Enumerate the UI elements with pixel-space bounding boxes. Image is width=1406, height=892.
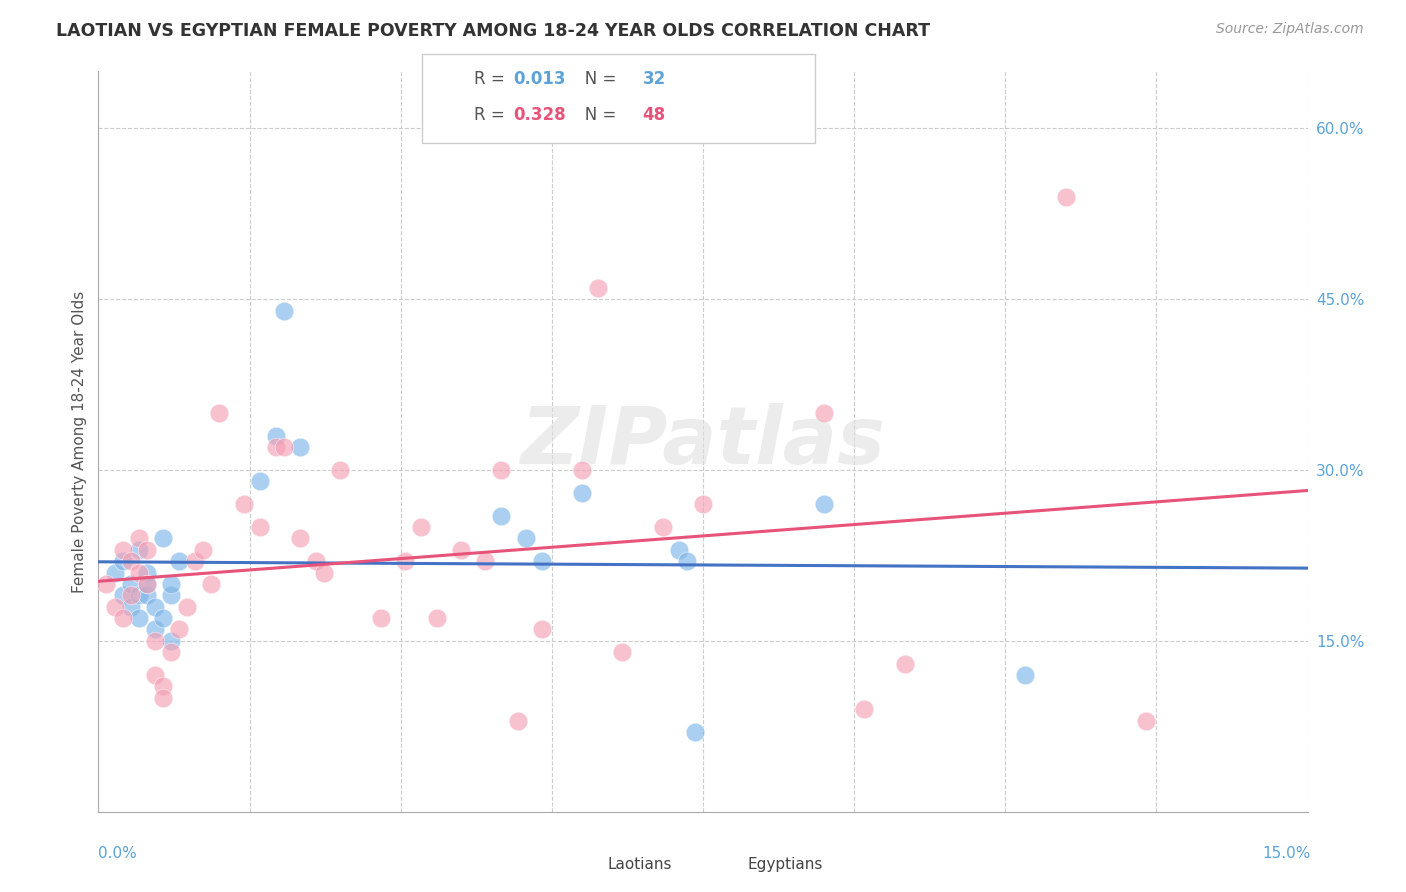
Point [409, 520, 432, 534]
Text: R =: R = [474, 70, 510, 88]
Point [152, 611, 174, 625]
Point [273, 303, 295, 318]
Point [152, 680, 174, 694]
Point [111, 542, 134, 557]
Text: 0.0%: 0.0% [98, 846, 138, 861]
Point [128, 566, 150, 580]
Point [273, 440, 295, 454]
Point [893, 657, 915, 671]
Point [586, 281, 609, 295]
Point [474, 554, 496, 568]
Point [135, 542, 157, 557]
Text: 48: 48 [643, 106, 665, 124]
Text: N =: N = [569, 70, 621, 88]
Point [264, 429, 287, 443]
Point [506, 714, 529, 728]
Point [160, 645, 183, 659]
Point [200, 577, 222, 591]
Point [135, 577, 157, 591]
Point [232, 497, 254, 511]
Point [103, 566, 125, 580]
Point [676, 554, 699, 568]
Point [450, 542, 472, 557]
Point [143, 633, 166, 648]
Point [120, 599, 142, 614]
Text: ZIPatlas: ZIPatlas [520, 402, 886, 481]
Point [143, 599, 166, 614]
Text: 32: 32 [643, 70, 666, 88]
Point [152, 532, 174, 546]
Point [111, 554, 134, 568]
Point [370, 611, 392, 625]
Point [651, 520, 673, 534]
Point [128, 532, 150, 546]
Point [128, 588, 150, 602]
Text: 0.013: 0.013 [513, 70, 565, 88]
Point [143, 668, 166, 682]
Point [152, 690, 174, 705]
Point [193, 542, 215, 557]
Point [571, 463, 593, 477]
Point [288, 440, 311, 454]
Point [135, 588, 157, 602]
Text: Laotians: Laotians [607, 857, 672, 871]
Text: Egyptians: Egyptians [748, 857, 824, 871]
Text: 15.0%: 15.0% [1263, 846, 1310, 861]
Text: LAOTIAN VS EGYPTIAN FEMALE POVERTY AMONG 18-24 YEAR OLDS CORRELATION CHART: LAOTIAN VS EGYPTIAN FEMALE POVERTY AMONG… [56, 22, 931, 40]
Point [264, 440, 287, 454]
Point [160, 577, 183, 591]
Point [128, 542, 150, 557]
Point [813, 497, 835, 511]
Text: Source: ZipAtlas.com: Source: ZipAtlas.com [1216, 22, 1364, 37]
Point [135, 566, 157, 580]
Point [176, 599, 198, 614]
Point [426, 611, 449, 625]
Point [160, 588, 183, 602]
Point [288, 532, 311, 546]
Point [103, 599, 125, 614]
Point [128, 611, 150, 625]
Point [491, 463, 513, 477]
Point [135, 577, 157, 591]
Point [208, 406, 231, 420]
Point [515, 532, 537, 546]
Point [571, 485, 593, 500]
Point [530, 623, 553, 637]
Text: R =: R = [474, 106, 510, 124]
Point [143, 623, 166, 637]
Point [612, 645, 634, 659]
Point [692, 497, 714, 511]
Point [111, 611, 134, 625]
Point [167, 554, 190, 568]
Point [683, 725, 706, 739]
Point [491, 508, 513, 523]
Point [668, 542, 690, 557]
Text: 0.328: 0.328 [513, 106, 565, 124]
Text: N =: N = [569, 106, 621, 124]
Point [184, 554, 207, 568]
Point [1014, 668, 1036, 682]
Point [813, 406, 835, 420]
Point [111, 588, 134, 602]
Point [329, 463, 352, 477]
Point [530, 554, 553, 568]
Point [249, 520, 271, 534]
Point [96, 577, 118, 591]
Point [249, 475, 271, 489]
Point [160, 633, 183, 648]
Point [120, 588, 142, 602]
Point [314, 566, 336, 580]
Point [120, 577, 142, 591]
Point [1135, 714, 1157, 728]
Point [305, 554, 328, 568]
Point [394, 554, 416, 568]
Point [853, 702, 876, 716]
Point [167, 623, 190, 637]
Y-axis label: Female Poverty Among 18-24 Year Olds: Female Poverty Among 18-24 Year Olds [72, 291, 87, 592]
Point [1054, 189, 1077, 203]
Point [120, 554, 142, 568]
